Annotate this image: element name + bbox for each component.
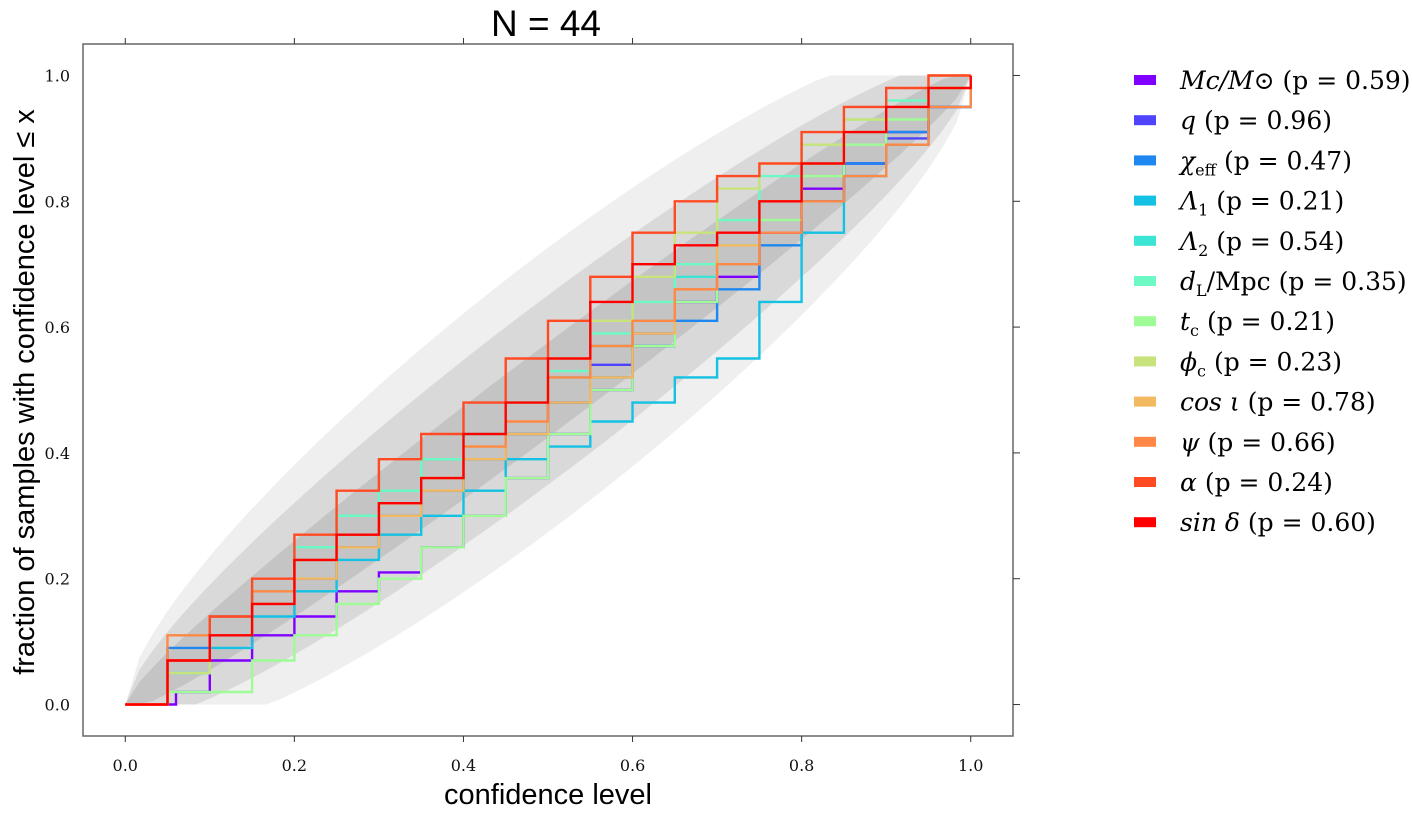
y-tick-label-0: 0.0 (45, 696, 70, 715)
legend-label-3: Λ1 (p = 0.21) (1178, 187, 1344, 220)
legend-swatch-0 (1134, 75, 1156, 85)
legend-label-0: Mc/M⊙ (p = 0.59) (1179, 66, 1411, 95)
legend-label-10: α (p = 0.24) (1180, 468, 1333, 497)
legend-label-2: χeff (p = 0.47) (1178, 146, 1352, 179)
x-tick-label-0: 0.0 (113, 756, 138, 775)
x-axis-title: confidence level (444, 779, 652, 811)
y-tick-label-5: 1.0 (45, 66, 70, 85)
legend-swatch-2 (1134, 155, 1156, 166)
legend-label-9: ψ (p = 0.66) (1180, 428, 1336, 457)
series-lines (125, 74, 972, 706)
legend-label-4: Λ2 (p = 0.54) (1178, 227, 1344, 260)
legend-swatch-7 (1134, 356, 1156, 367)
y-tick-label-3: 0.6 (45, 318, 70, 337)
chart-title: N = 44 (491, 3, 601, 44)
legend-swatch-6 (1134, 316, 1156, 327)
y-tick-label-1: 0.2 (45, 570, 70, 589)
legend-label-5: dL/Mpc (p = 0.35) (1180, 267, 1407, 300)
legend-swatch-4 (1134, 235, 1156, 246)
legend-label-11: sin δ (p = 0.60) (1180, 508, 1376, 537)
series-line-10 (125, 74, 971, 706)
legend-swatch-8 (1134, 396, 1156, 407)
legend-swatch-1 (1134, 115, 1156, 126)
x-tick-label-5: 1.0 (958, 756, 983, 775)
x-tick-label-2: 0.4 (451, 756, 476, 775)
legend-swatch-11 (1134, 517, 1156, 528)
legend-label-1: q (p = 0.96) (1180, 106, 1332, 135)
y-tick-label-2: 0.4 (45, 444, 70, 463)
axis-ticks: 0.0 0.2 0.4 0.6 0.8 1.0 0.0 0.2 0.4 0.6 0.8 1.0 (45, 38, 1020, 775)
legend-label-7: ϕc (p = 0.23) (1180, 347, 1342, 380)
legend: Mc/M⊙ (p = 0.59) q (p = 0.96) χeff (p = 0.… (1134, 66, 1411, 537)
legend-label-6: tc (p = 0.21) (1180, 307, 1335, 340)
x-tick-label-3: 0.6 (620, 756, 645, 775)
legend-swatch-5 (1134, 276, 1156, 286)
series-line-11 (125, 75, 972, 706)
y-tick-label-4: 0.8 (45, 192, 70, 211)
plot-frame (82, 43, 1014, 737)
legend-swatch-3 (1134, 195, 1156, 206)
legend-swatch-10 (1134, 477, 1156, 487)
legend-swatch-9 (1134, 436, 1156, 447)
y-axis-title: fraction of samples with confidence leve… (9, 109, 41, 675)
x-tick-label-1: 0.2 (282, 756, 307, 775)
legend-label-8: cos ι (p = 0.78) (1180, 388, 1376, 417)
x-tick-label-4: 0.8 (789, 756, 814, 775)
